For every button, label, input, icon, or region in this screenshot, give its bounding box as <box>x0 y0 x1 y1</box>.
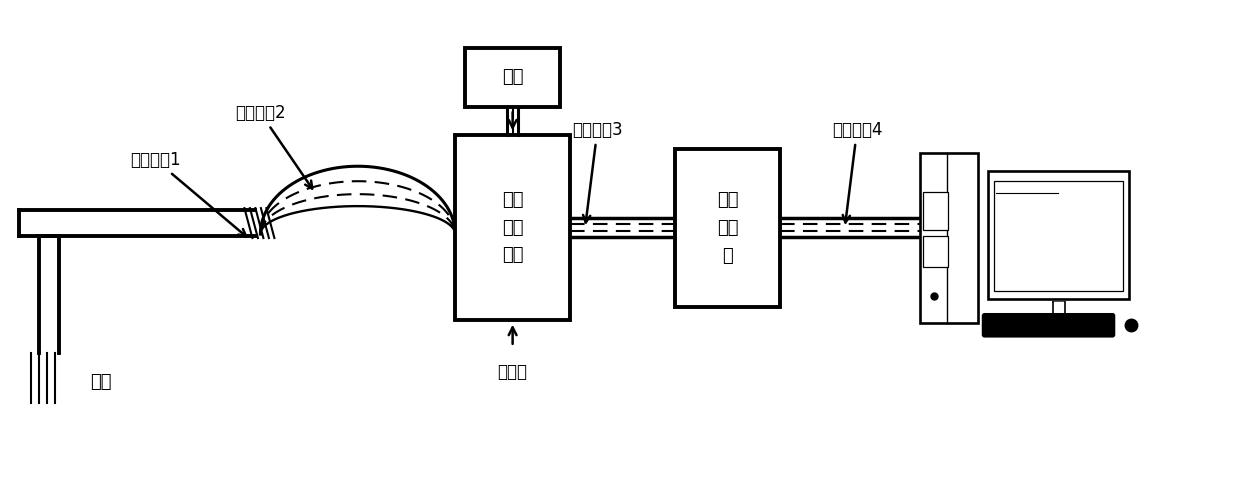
Text: 数据
采集
卡: 数据 采集 卡 <box>717 191 738 265</box>
Bar <box>675 149 780 307</box>
Text: 屏蔽电缆1: 屏蔽电缆1 <box>130 151 247 237</box>
Text: 信号
调理
电路: 信号 调理 电路 <box>502 191 523 264</box>
Bar <box>923 192 947 230</box>
Text: 屏蔽电缆3: 屏蔽电缆3 <box>572 121 622 223</box>
Text: 屏蔽盒: 屏蔽盒 <box>497 363 528 381</box>
Text: 探针: 探针 <box>91 373 112 391</box>
Text: 屏蔽电缆4: 屏蔽电缆4 <box>832 121 883 223</box>
Bar <box>923 236 947 267</box>
Bar <box>920 153 977 323</box>
Text: 屏蔽电缆2: 屏蔽电缆2 <box>236 104 312 189</box>
Text: 电源: 电源 <box>502 68 523 87</box>
Bar <box>455 135 570 320</box>
Bar <box>465 48 560 107</box>
FancyBboxPatch shape <box>982 314 1115 337</box>
Bar <box>993 181 1123 291</box>
Bar <box>987 171 1130 299</box>
